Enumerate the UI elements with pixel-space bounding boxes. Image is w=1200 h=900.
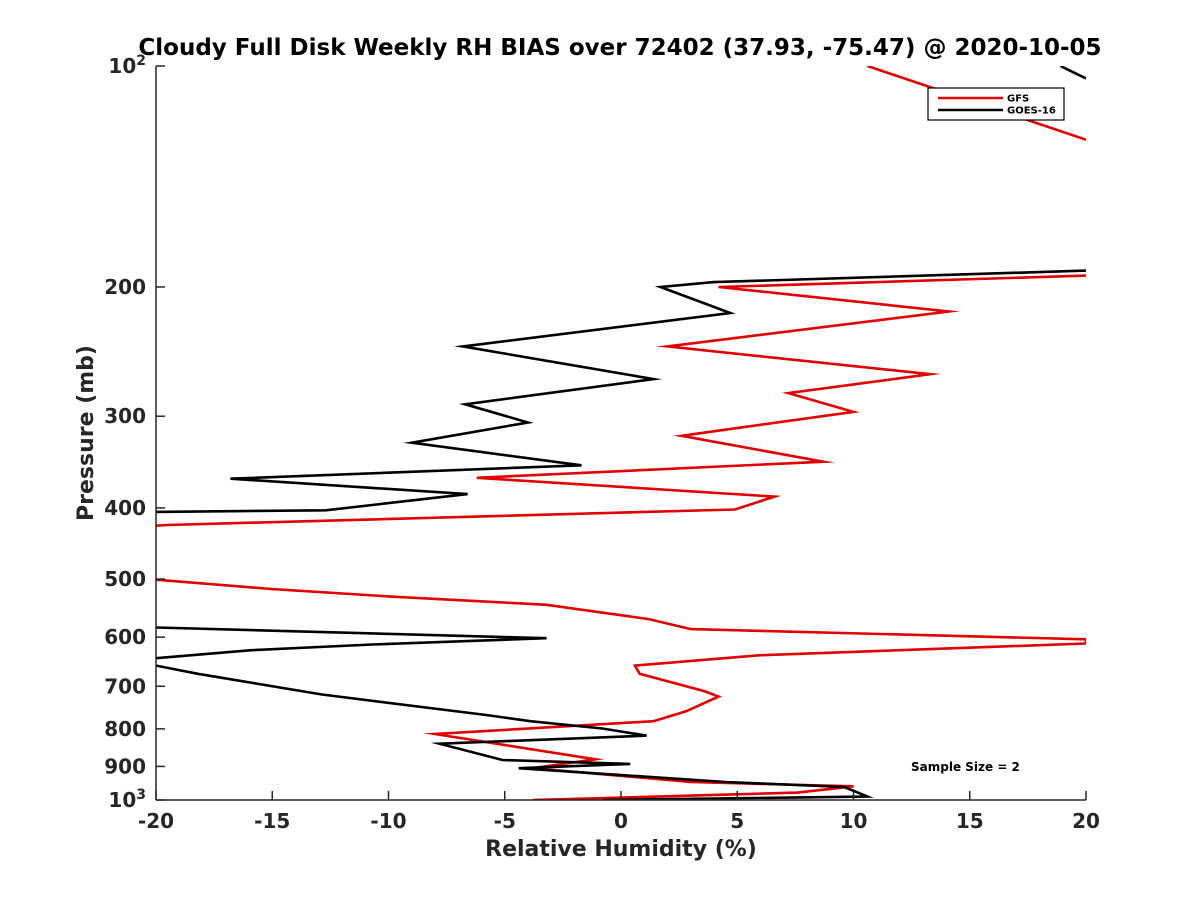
y-tick-label: 102 bbox=[108, 53, 146, 78]
y-tick-label: 400 bbox=[104, 496, 146, 520]
x-ticks: -20 -15 -10 -5 0 5 10 15 20 bbox=[138, 791, 1100, 833]
legend: GFS GOES-16 bbox=[927, 87, 1065, 121]
x-tick-label: -20 bbox=[138, 809, 174, 833]
x-axis-label: Relative Humidity (%) bbox=[485, 837, 757, 862]
series-line-gfs-1 bbox=[156, 274, 1086, 527]
legend-box bbox=[927, 87, 1065, 121]
legend-label-goes16: GOES-16 bbox=[1007, 106, 1056, 117]
x-tick-label: 20 bbox=[1072, 809, 1100, 833]
x-tick-label: -10 bbox=[370, 809, 406, 833]
x-tick-label: 0 bbox=[614, 809, 628, 833]
x-tick-label: 15 bbox=[956, 809, 984, 833]
y-tick-label: 700 bbox=[104, 674, 146, 698]
chart-title: Cloudy Full Disk Weekly RH BIAS over 724… bbox=[138, 35, 1101, 61]
y-tick-label: 900 bbox=[104, 754, 146, 778]
series-line-goes16-0 bbox=[1059, 66, 1086, 80]
x-tick-label: 10 bbox=[840, 809, 868, 833]
plot-area bbox=[156, 66, 1086, 800]
series-line-goes16-1 bbox=[156, 269, 1086, 514]
y-tick-label: 300 bbox=[104, 404, 146, 428]
x-tick-label: -5 bbox=[494, 809, 516, 833]
y-tick-label: 600 bbox=[104, 625, 146, 649]
x-tick-label: 5 bbox=[730, 809, 744, 833]
y-axis-label: Pressure (mb) bbox=[74, 345, 99, 521]
y-tick-label: 103 bbox=[108, 787, 146, 812]
y-tick-label: 200 bbox=[104, 275, 146, 299]
y-ticks: 102 200 300 400 500 600 700 800 900 103 bbox=[104, 53, 165, 812]
y-tick-label: 800 bbox=[104, 717, 146, 741]
y-tick-label: 500 bbox=[104, 567, 146, 591]
x-tick-label: -15 bbox=[254, 809, 290, 833]
series-line-goes16-3 bbox=[156, 664, 874, 800]
series-line-goes16-2 bbox=[156, 626, 547, 660]
legend-label-gfs: GFS bbox=[1007, 94, 1029, 105]
sample-size-annotation: Sample Size = 2 bbox=[911, 760, 1020, 774]
